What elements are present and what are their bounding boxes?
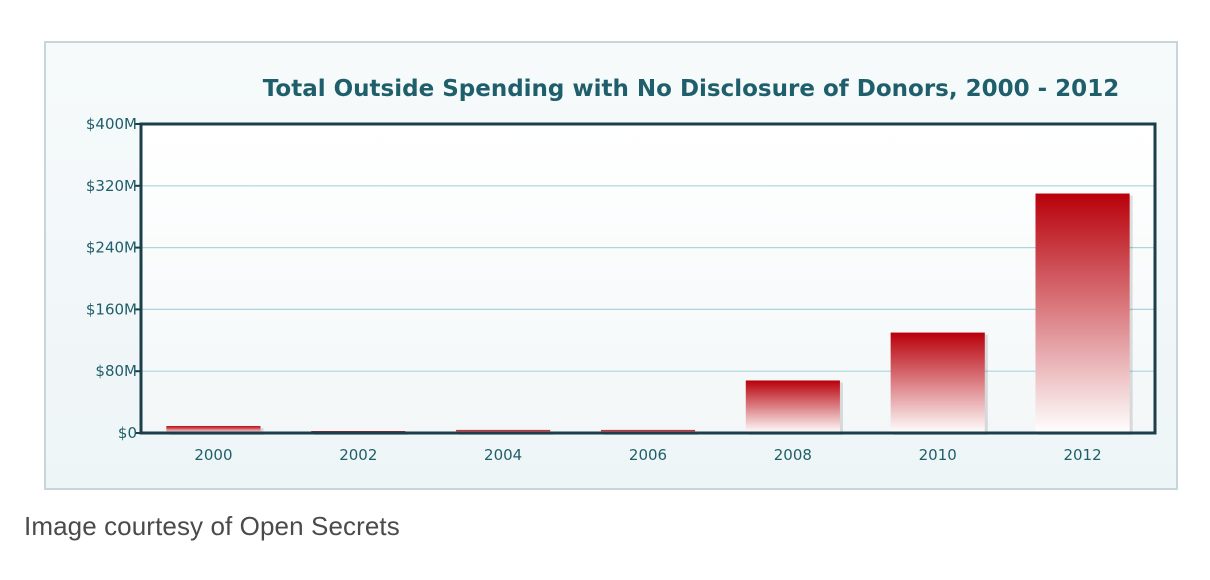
x-tick-label: 2006 — [629, 446, 667, 464]
chart-svg: Total Outside Spending with No Disclosur… — [86, 76, 1157, 464]
x-tick-label: 2004 — [484, 446, 522, 464]
y-axis-ticks: $0 $80M $160M $240M $320M $400M — [86, 115, 141, 442]
gridlines — [141, 185, 1155, 372]
y-tick-label: $320M — [86, 177, 137, 195]
x-tick-label: 2002 — [339, 446, 377, 464]
bar-2012 — [1035, 193, 1130, 433]
bar-2010 — [890, 332, 985, 433]
x-tick-label: 2010 — [919, 446, 957, 464]
bars — [166, 193, 1133, 435]
bar-2006 — [600, 429, 696, 433]
x-axis-ticks: 2000 2002 2004 2006 2008 2010 2012 — [194, 446, 1101, 464]
x-tick-label: 2008 — [774, 446, 812, 464]
chart-title: Total Outside Spending with No Disclosur… — [263, 76, 1119, 102]
y-tick-label: $160M — [86, 300, 137, 318]
x-tick-label: 2012 — [1063, 446, 1101, 464]
bar-2000 — [166, 426, 261, 433]
y-tick-label: $80M — [95, 362, 137, 380]
bar-2008 — [745, 380, 840, 433]
chart-frame: Total Outside Spending with No Disclosur… — [44, 41, 1178, 490]
image-caption: Image courtesy of Open Secrets — [24, 511, 400, 541]
plot-area — [141, 124, 1155, 433]
bar-2004 — [456, 429, 551, 433]
y-tick-label: $240M — [86, 239, 137, 257]
y-tick-label: $0 — [118, 424, 137, 442]
plot-border — [139, 122, 1157, 435]
y-tick-label: $400M — [86, 115, 137, 133]
x-tick-label: 2000 — [194, 446, 232, 464]
